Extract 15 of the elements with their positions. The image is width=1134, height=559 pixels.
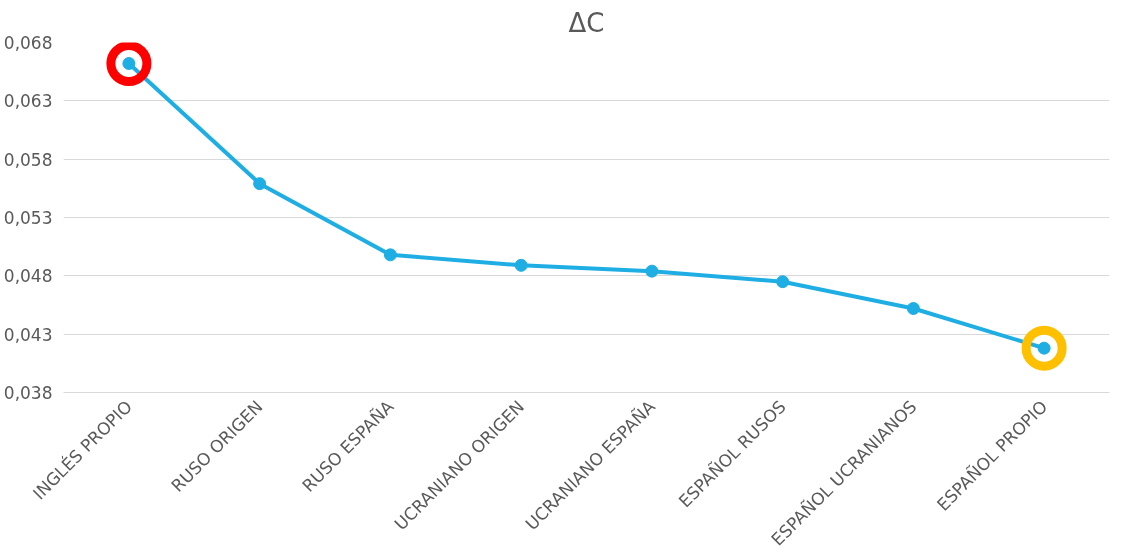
y-tick-label: 0,053 bbox=[3, 208, 53, 228]
point bbox=[383, 248, 397, 262]
chart-title: ΔC bbox=[568, 7, 605, 38]
y-tick-label: 0,038 bbox=[3, 383, 53, 403]
point bbox=[906, 302, 920, 315]
point bbox=[253, 177, 267, 191]
point bbox=[776, 275, 790, 289]
point bbox=[106, 42, 152, 86]
point bbox=[645, 264, 659, 278]
y-tick-label: 0,048 bbox=[3, 266, 53, 287]
y-tick-label: 0,063 bbox=[3, 91, 53, 112]
y-tick-label: 0,043 bbox=[3, 324, 53, 345]
y-tick-label: 0,058 bbox=[3, 149, 53, 170]
y-tick-label: 0,068 bbox=[3, 33, 53, 53]
point bbox=[514, 258, 528, 272]
